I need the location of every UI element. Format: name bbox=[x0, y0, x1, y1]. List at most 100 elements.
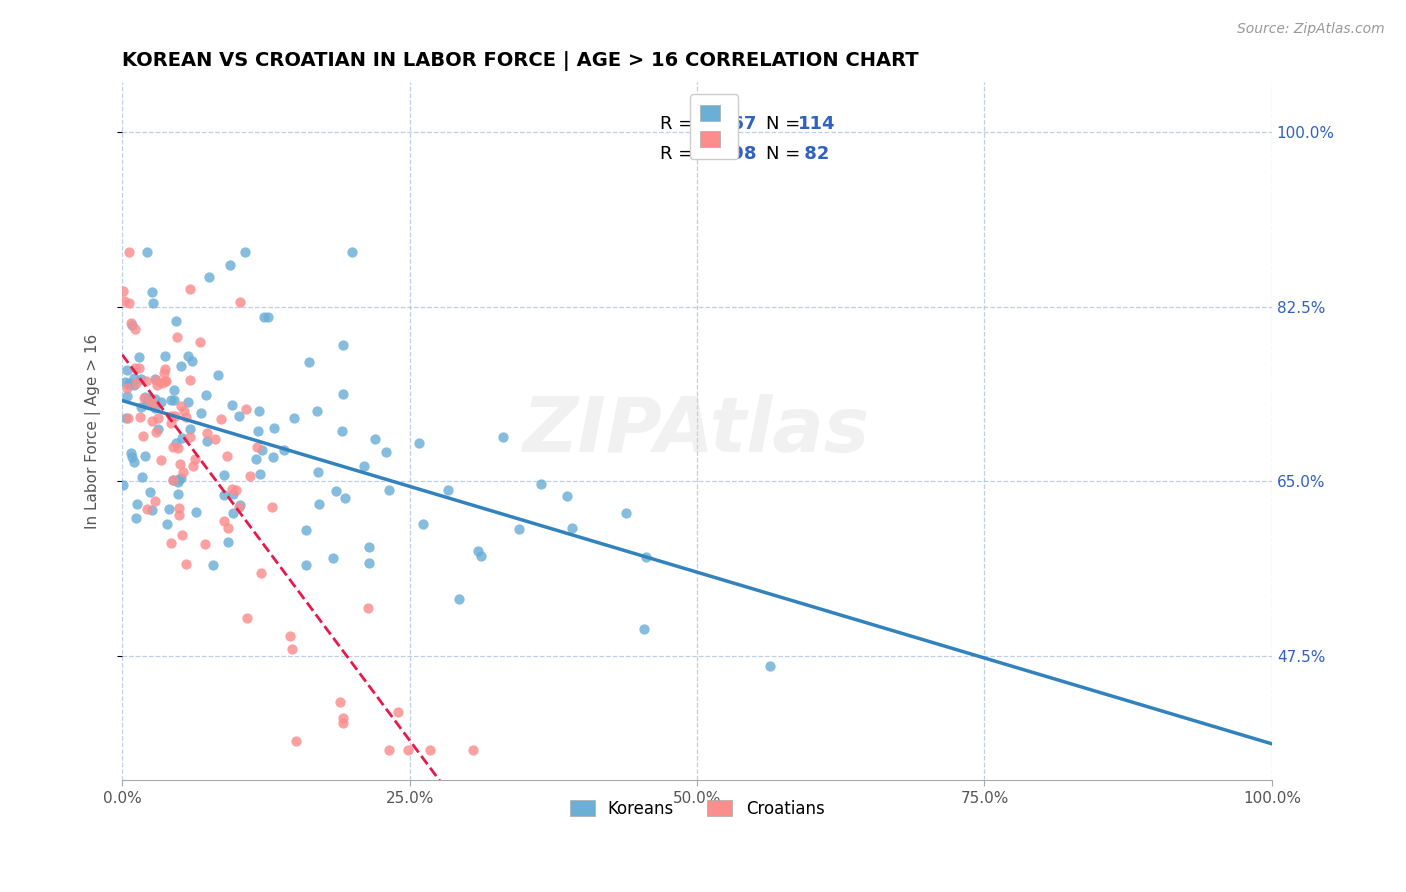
Point bbox=[162, 440, 184, 454]
Text: 114: 114 bbox=[799, 115, 835, 133]
Point bbox=[530, 476, 553, 491]
Point bbox=[561, 521, 583, 535]
Point bbox=[247, 403, 270, 417]
Point bbox=[184, 452, 207, 467]
Point bbox=[141, 503, 163, 517]
Point bbox=[188, 334, 211, 349]
Point bbox=[212, 488, 235, 502]
Point bbox=[153, 349, 176, 363]
Point bbox=[233, 245, 256, 260]
Point bbox=[162, 383, 184, 397]
Point bbox=[229, 498, 252, 512]
Point bbox=[170, 471, 193, 485]
Point bbox=[128, 350, 150, 364]
Text: Source: ZipAtlas.com: Source: ZipAtlas.com bbox=[1237, 22, 1385, 37]
Point bbox=[252, 310, 274, 324]
Point bbox=[166, 330, 188, 344]
Point bbox=[141, 414, 163, 428]
Point bbox=[143, 392, 166, 407]
Point bbox=[329, 695, 352, 709]
Point bbox=[129, 400, 152, 414]
Point bbox=[280, 641, 302, 656]
Point bbox=[633, 623, 655, 637]
Point bbox=[235, 611, 257, 625]
Point bbox=[325, 483, 347, 498]
Point bbox=[166, 441, 188, 455]
Point bbox=[160, 417, 183, 431]
Point bbox=[396, 743, 419, 757]
Point bbox=[177, 395, 200, 409]
Point bbox=[150, 376, 173, 391]
Point bbox=[198, 270, 221, 285]
Text: N =: N = bbox=[766, 145, 806, 163]
Point bbox=[172, 431, 194, 445]
Point bbox=[143, 493, 166, 508]
Point bbox=[136, 244, 159, 259]
Point bbox=[204, 432, 226, 446]
Point bbox=[148, 410, 170, 425]
Point bbox=[235, 402, 257, 417]
Point bbox=[357, 556, 380, 570]
Point bbox=[134, 449, 156, 463]
Point bbox=[207, 368, 229, 383]
Point bbox=[307, 404, 329, 418]
Point bbox=[120, 316, 142, 330]
Point bbox=[470, 549, 492, 563]
Point bbox=[181, 353, 204, 368]
Point bbox=[634, 550, 657, 565]
Point bbox=[145, 401, 167, 416]
Point bbox=[165, 314, 187, 328]
Point bbox=[114, 375, 136, 389]
Point bbox=[294, 523, 316, 537]
Text: R =: R = bbox=[661, 115, 699, 133]
Point bbox=[447, 592, 470, 607]
Point bbox=[167, 487, 190, 501]
Point bbox=[492, 430, 515, 444]
Point bbox=[378, 483, 401, 497]
Point bbox=[467, 543, 489, 558]
Y-axis label: In Labor Force | Age > 16: In Labor Force | Age > 16 bbox=[86, 334, 101, 529]
Point bbox=[308, 497, 330, 511]
Point bbox=[145, 425, 167, 439]
Point bbox=[364, 433, 387, 447]
Point bbox=[283, 410, 305, 425]
Point bbox=[139, 485, 162, 500]
Point bbox=[260, 500, 283, 514]
Point bbox=[179, 373, 201, 387]
Point bbox=[332, 386, 354, 401]
Point bbox=[195, 434, 218, 448]
Point bbox=[357, 601, 380, 615]
Point bbox=[179, 422, 201, 436]
Point bbox=[165, 409, 187, 424]
Point bbox=[112, 477, 135, 491]
Point bbox=[219, 258, 242, 272]
Point bbox=[129, 409, 152, 424]
Point bbox=[298, 355, 321, 369]
Point bbox=[162, 473, 184, 487]
Point bbox=[463, 743, 485, 757]
Point bbox=[278, 629, 301, 643]
Point bbox=[173, 404, 195, 418]
Point bbox=[115, 381, 138, 395]
Point bbox=[169, 501, 191, 516]
Point bbox=[162, 473, 184, 487]
Point bbox=[122, 377, 145, 392]
Point bbox=[136, 396, 159, 410]
Point bbox=[124, 322, 146, 336]
Point bbox=[419, 743, 441, 757]
Point bbox=[160, 393, 183, 408]
Point bbox=[378, 743, 401, 757]
Point bbox=[134, 391, 156, 405]
Point bbox=[135, 502, 157, 516]
Point bbox=[170, 400, 193, 414]
Point bbox=[215, 449, 238, 463]
Point bbox=[141, 285, 163, 299]
Point bbox=[194, 388, 217, 402]
Point bbox=[340, 244, 363, 259]
Point bbox=[117, 389, 139, 403]
Point bbox=[165, 436, 187, 450]
Point bbox=[555, 490, 578, 504]
Point bbox=[128, 361, 150, 376]
Point bbox=[145, 374, 167, 388]
Point bbox=[121, 318, 143, 332]
